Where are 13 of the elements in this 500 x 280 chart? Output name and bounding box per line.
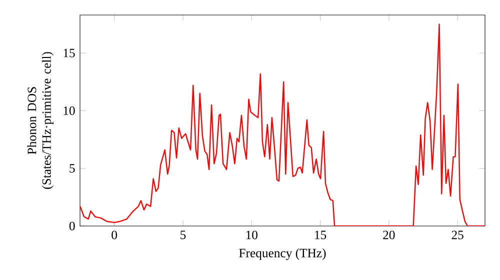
y-tick-label: 10 [64,106,75,115]
x-tick-label: 0 [112,230,118,240]
x-tick-label: 5 [180,230,186,240]
y-axis-title: Phonon DOS (States/THz·primitive cell) [27,52,54,189]
y-tick-label: 5 [70,164,75,173]
y-tick-label: 15 [64,48,75,58]
x-tick-label: 25 [452,230,464,240]
x-tick-label: 20 [383,230,395,240]
y-tick-label: 0 [69,222,75,230]
x-axis-title: Frequency (THz) [239,248,326,260]
line-series [80,24,485,226]
x-tick-label: 10 [246,230,258,240]
x-tick-label: 15 [315,230,326,240]
